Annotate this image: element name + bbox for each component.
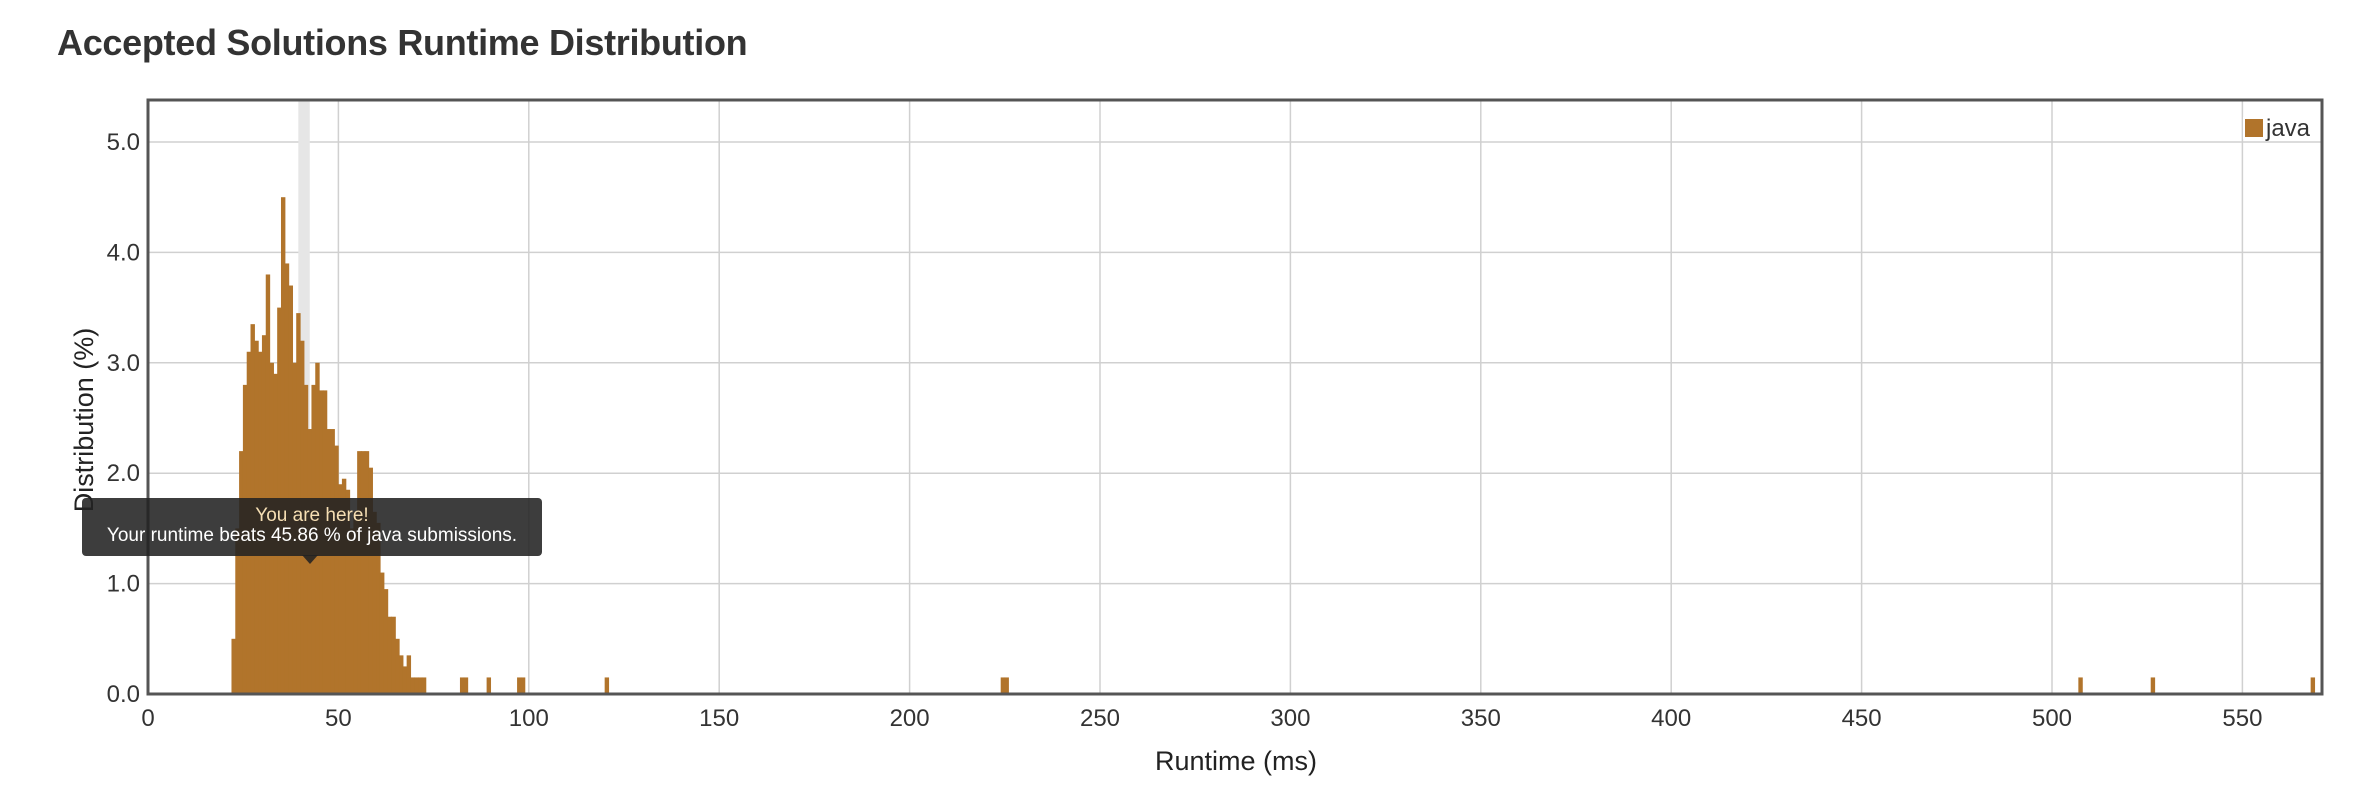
histogram-bar[interactable] (399, 655, 404, 694)
histogram-bar[interactable] (2078, 677, 2083, 694)
histogram-bar[interactable] (2150, 677, 2156, 694)
histogram-bar[interactable] (288, 285, 294, 694)
x-tick-label: 250 (1080, 705, 1120, 732)
histogram-bar[interactable] (360, 451, 366, 694)
histogram-bar[interactable] (330, 429, 335, 694)
x-tick-label: 450 (1842, 705, 1882, 732)
runtime-tooltip: You are here! Your runtime beats 45.86 %… (82, 498, 542, 556)
histogram-bar[interactable] (486, 677, 492, 694)
histogram-bar[interactable] (265, 274, 271, 694)
histogram-bar[interactable] (459, 677, 465, 694)
legend-swatch-java (2243, 117, 2265, 139)
x-axis-title: Runtime (ms) (1155, 746, 1317, 776)
histogram-bar[interactable] (383, 589, 389, 694)
histogram-bar[interactable] (517, 677, 522, 694)
histogram-bar[interactable] (414, 677, 419, 694)
histogram-bar[interactable] (379, 572, 385, 694)
histogram-bar[interactable] (357, 451, 362, 694)
tooltip-pointer (302, 555, 318, 564)
histogram-bar[interactable] (334, 445, 339, 694)
histogram-bar[interactable] (280, 197, 286, 694)
x-tick-label: 50 (325, 705, 352, 732)
histogram-bar[interactable] (418, 677, 423, 694)
y-tick-label: 1.0 (107, 571, 140, 598)
x-tick-label: 300 (1270, 705, 1310, 732)
y-tick-label: 2.0 (107, 460, 140, 487)
histogram-bar[interactable] (372, 511, 377, 694)
x-tick-label: 150 (699, 705, 739, 732)
histogram-bar[interactable] (2310, 677, 2316, 694)
histogram-bar[interactable] (284, 263, 290, 694)
histogram-bar[interactable] (353, 511, 358, 694)
x-tick-label: 550 (2222, 705, 2262, 732)
x-tick-label: 200 (890, 705, 930, 732)
x-tick-label: 400 (1651, 705, 1691, 732)
histogram-bar[interactable] (1000, 677, 1006, 694)
histogram-bar[interactable] (395, 638, 400, 694)
histogram-bar[interactable] (410, 677, 415, 694)
histogram-bar[interactable] (463, 677, 469, 694)
x-tick-label: 100 (509, 705, 549, 732)
histogram-bar[interactable] (326, 429, 332, 694)
histogram-bar[interactable] (376, 522, 381, 694)
histogram-bar[interactable] (387, 616, 393, 694)
x-tick-label: 500 (2032, 705, 2072, 732)
histogram-bar[interactable] (349, 528, 354, 694)
legend-label-java: java (2265, 115, 2311, 142)
legend[interactable]: java (2243, 115, 2311, 142)
x-tick-label: 350 (1461, 705, 1501, 732)
tooltip-body: Your runtime beats 45.86 % of java submi… (106, 525, 518, 546)
histogram-bar[interactable] (402, 666, 408, 694)
chart-title: Accepted Solutions Runtime Distribution (57, 22, 748, 63)
histogram-bar[interactable] (231, 638, 236, 694)
histogram-bar[interactable] (364, 451, 370, 694)
histogram-bar[interactable] (604, 677, 610, 694)
tooltip-heading: You are here! (255, 505, 369, 526)
histogram-bar[interactable] (1004, 677, 1009, 694)
histogram-bar[interactable] (338, 484, 343, 694)
histogram-bar[interactable] (421, 677, 427, 694)
y-tick-label: 3.0 (107, 350, 140, 377)
y-axis-title: Distribution (%) (69, 328, 99, 513)
plot-frame (146, 98, 2324, 696)
y-tick-label: 4.0 (107, 239, 140, 266)
histogram-bar[interactable] (406, 655, 412, 694)
histogram-bar[interactable] (239, 451, 244, 694)
histogram-bar[interactable] (391, 616, 396, 694)
y-tick-label: 0.0 (107, 681, 140, 708)
histogram-bar[interactable] (520, 677, 526, 694)
y-tick-label: 5.0 (107, 129, 140, 156)
x-tick-label: 0 (141, 705, 154, 732)
histogram-bar[interactable] (345, 489, 351, 694)
histogram-bar[interactable] (368, 467, 373, 694)
histogram-bar[interactable] (235, 528, 240, 694)
histogram-bar[interactable] (341, 478, 347, 694)
